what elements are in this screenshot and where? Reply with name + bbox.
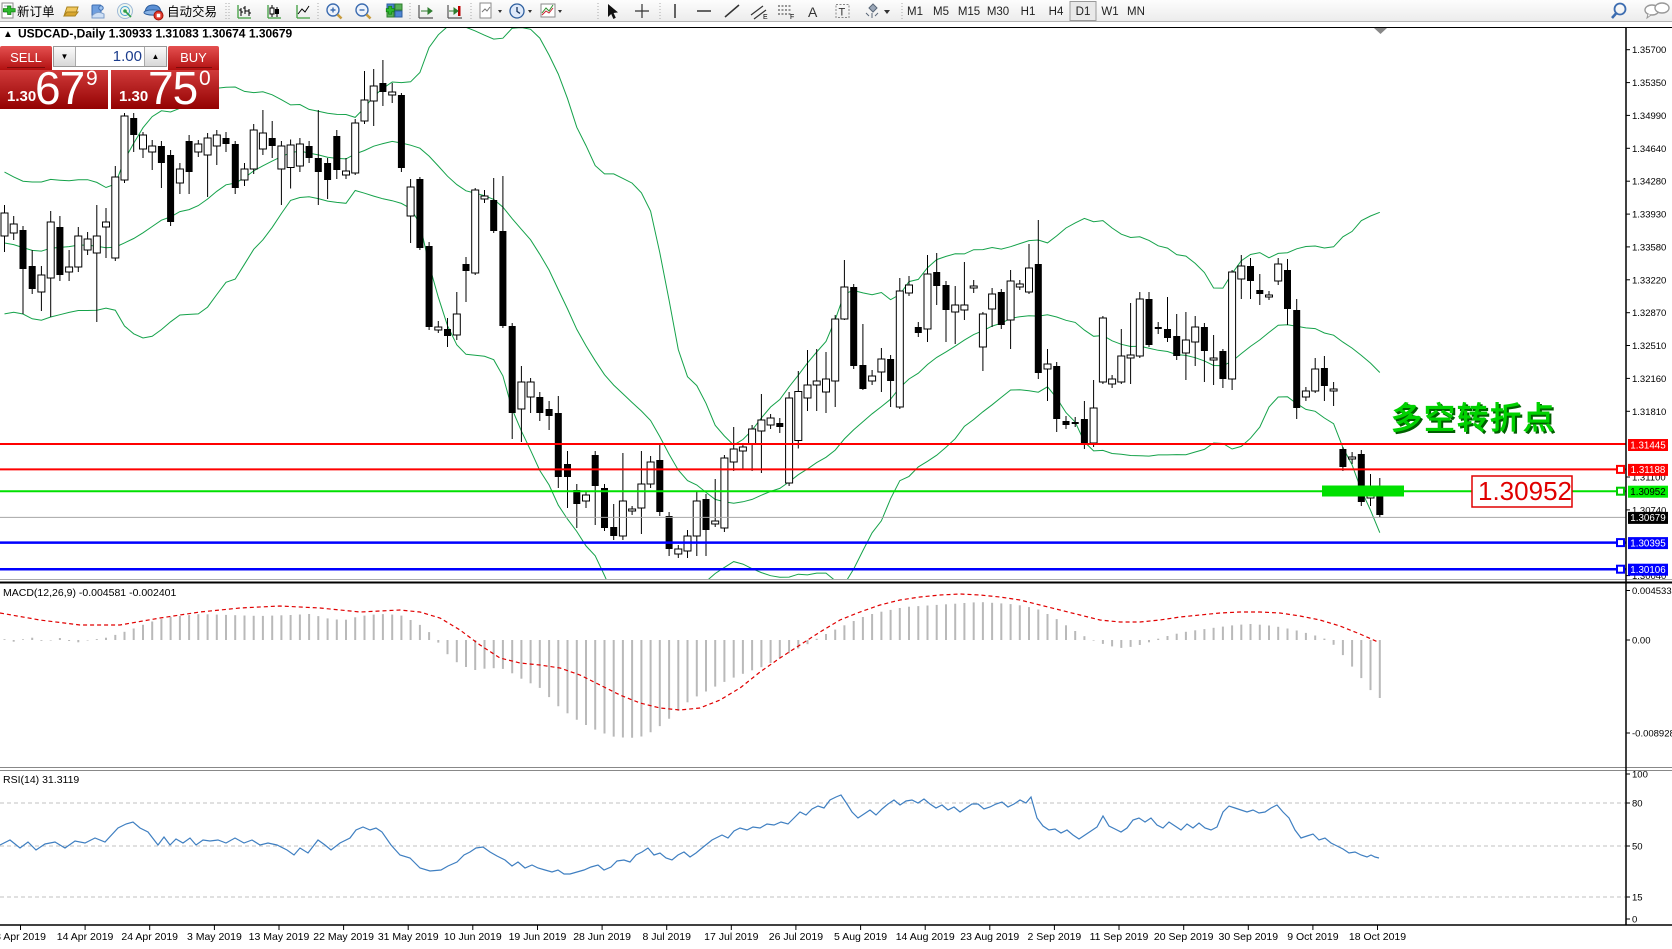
svg-text:1.30395: 1.30395 <box>1630 538 1666 549</box>
svg-text:-0.008928: -0.008928 <box>1632 729 1672 740</box>
svg-text:1.30952: 1.30952 <box>1630 487 1665 498</box>
svg-text:1.31445: 1.31445 <box>1630 440 1666 451</box>
svg-text:26 Jul 2019: 26 Jul 2019 <box>769 931 823 943</box>
svg-text:31 May 2019: 31 May 2019 <box>378 931 439 943</box>
svg-text:8 Jul 2019: 8 Jul 2019 <box>642 931 691 943</box>
svg-text:8 Apr 2019: 8 Apr 2019 <box>0 931 46 943</box>
svg-text:1.33220: 1.33220 <box>1632 275 1666 286</box>
svg-text:USDCAD-,Daily 1.30933 1.31083: USDCAD-,Daily 1.30933 1.31083 1.30674 1.… <box>18 27 293 41</box>
svg-text:W1: W1 <box>1101 6 1118 18</box>
svg-text:0: 0 <box>1632 915 1637 926</box>
svg-text:10 Jun 2019: 10 Jun 2019 <box>444 931 502 943</box>
svg-text:1.31100: 1.31100 <box>1632 473 1666 484</box>
svg-text:23 Aug 2019: 23 Aug 2019 <box>960 931 1019 943</box>
svg-text:3 May 2019: 3 May 2019 <box>187 931 242 943</box>
svg-text:1.33930: 1.33930 <box>1632 210 1666 221</box>
svg-text:1.30040: 1.30040 <box>1632 571 1666 582</box>
svg-text:1.30952: 1.30952 <box>1478 476 1572 506</box>
svg-text:0.004533: 0.004533 <box>1632 586 1672 597</box>
svg-text:1.34990: 1.34990 <box>1632 111 1666 122</box>
svg-text:5 Aug 2019: 5 Aug 2019 <box>834 931 887 943</box>
svg-text:多空转折点: 多空转折点 <box>1391 401 1556 436</box>
svg-text:13 May 2019: 13 May 2019 <box>249 931 310 943</box>
svg-text:RSI(14) 31.3119: RSI(14) 31.3119 <box>3 774 79 786</box>
svg-text:A: A <box>808 4 818 20</box>
svg-text:H4: H4 <box>1049 6 1064 18</box>
svg-text:20 Sep 2019: 20 Sep 2019 <box>1154 931 1214 943</box>
svg-text:15: 15 <box>1632 893 1643 904</box>
svg-text:T: T <box>839 7 846 19</box>
svg-text:E: E <box>763 14 768 21</box>
svg-text:11 Sep 2019: 11 Sep 2019 <box>1090 931 1149 943</box>
svg-text:80: 80 <box>1632 799 1643 810</box>
svg-text:MN: MN <box>1127 6 1145 18</box>
svg-text:M30: M30 <box>987 6 1009 18</box>
svg-text:M15: M15 <box>958 6 980 18</box>
svg-text:1.34280: 1.34280 <box>1632 177 1666 188</box>
svg-text:1.32870: 1.32870 <box>1632 308 1666 319</box>
svg-text:100: 100 <box>1632 770 1648 781</box>
svg-text:1.34640: 1.34640 <box>1632 144 1666 155</box>
svg-text:17 Jul 2019: 17 Jul 2019 <box>704 931 758 943</box>
svg-text:1.30679: 1.30679 <box>1630 513 1665 524</box>
svg-text:MACD(12,26,9) -0.004581 -0.002: MACD(12,26,9) -0.004581 -0.002401 <box>3 587 177 599</box>
svg-text:14 Aug 2019: 14 Aug 2019 <box>896 931 955 943</box>
svg-text:0.00: 0.00 <box>1632 636 1651 647</box>
svg-text:▲: ▲ <box>3 29 13 40</box>
svg-text:22 May 2019: 22 May 2019 <box>313 931 374 943</box>
svg-text:30 Sep 2019: 30 Sep 2019 <box>1219 931 1279 943</box>
svg-text:9 Oct 2019: 9 Oct 2019 <box>1287 931 1339 943</box>
svg-text:自动交易: 自动交易 <box>167 4 217 19</box>
svg-text:50: 50 <box>1632 842 1643 853</box>
svg-text:F: F <box>790 14 794 21</box>
svg-text:14 Apr 2019: 14 Apr 2019 <box>57 931 114 943</box>
svg-text:1.35700: 1.35700 <box>1632 45 1666 56</box>
svg-text:28 Jun 2019: 28 Jun 2019 <box>573 931 631 943</box>
svg-text:18 Oct 2019: 18 Oct 2019 <box>1349 931 1406 943</box>
svg-text:H1: H1 <box>1021 6 1036 18</box>
svg-text:2 Sep 2019: 2 Sep 2019 <box>1028 931 1082 943</box>
svg-text:新订单: 新订单 <box>17 4 55 19</box>
svg-text:1.30740: 1.30740 <box>1632 505 1666 516</box>
svg-text:1.33580: 1.33580 <box>1632 242 1666 253</box>
svg-text:1.35350: 1.35350 <box>1632 78 1666 89</box>
svg-text:M5: M5 <box>933 6 949 18</box>
svg-text:19 Jun 2019: 19 Jun 2019 <box>509 931 567 943</box>
svg-text:M1: M1 <box>907 6 923 18</box>
svg-text:1.30106: 1.30106 <box>1630 565 1666 576</box>
svg-text:D1: D1 <box>1076 6 1091 18</box>
svg-text:1.31188: 1.31188 <box>1631 465 1666 476</box>
svg-text:1.32160: 1.32160 <box>1632 374 1666 385</box>
svg-text:1.31810: 1.31810 <box>1632 407 1666 418</box>
svg-text:24 Apr 2019: 24 Apr 2019 <box>121 931 178 943</box>
svg-text:1.32510: 1.32510 <box>1632 341 1666 352</box>
